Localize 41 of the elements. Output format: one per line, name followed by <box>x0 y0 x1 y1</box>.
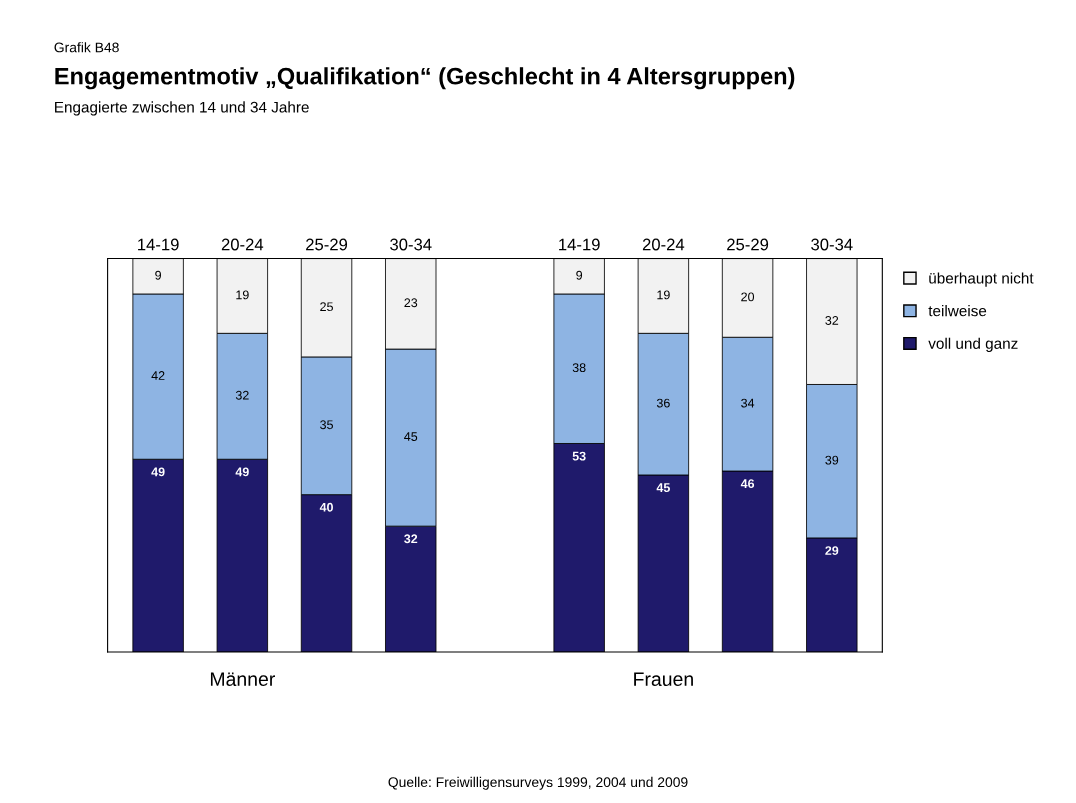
data-label: 23 <box>404 298 418 308</box>
x-tick-label: 25-29 <box>727 238 769 251</box>
data-label: 32 <box>235 390 249 400</box>
chart-title: Engagementmotiv „Qualifikation“ (Geschlecht in 4 Altersgruppen) <box>55 67 795 90</box>
data-label: 34 <box>741 398 755 408</box>
chart-subtitle: Engagierte zwischen 14 und 34 Jahre <box>55 101 309 116</box>
data-label: 32 <box>404 534 418 544</box>
data-label: 53 <box>572 451 586 461</box>
data-label: 29 <box>825 546 839 555</box>
data-label: 46 <box>740 479 755 489</box>
data-label: 49 <box>235 467 249 477</box>
x-tick-label: 14-19 <box>559 238 600 251</box>
data-label: 19 <box>657 290 670 300</box>
legend-label: überhaupt nicht <box>929 272 1034 287</box>
legend-label: teilweise <box>928 305 987 317</box>
data-label: 19 <box>236 290 249 300</box>
data-label: 9 <box>155 270 162 280</box>
source-note: Quelle: Freiwilligensurveys 1999, 2004 und 2009 <box>388 776 688 790</box>
text: Männer <box>210 672 275 686</box>
data-label: 40 <box>319 502 333 512</box>
x-tick-label: 25-29 <box>306 238 348 251</box>
legend-label: voll und ganz <box>928 337 1018 352</box>
data-label: 45 <box>656 483 670 493</box>
text: Frauen <box>634 672 693 686</box>
data-label: 20 <box>741 292 755 302</box>
data-label: 45 <box>404 432 418 441</box>
x-tick-label: 14-19 <box>138 238 179 251</box>
data-label: 35 <box>320 420 333 430</box>
data-label: 38 <box>572 363 586 373</box>
data-label: 9 <box>576 270 583 280</box>
x-tick-label: 20-24 <box>642 238 685 251</box>
data-label: 32 <box>825 316 839 325</box>
data-label: 36 <box>656 398 670 408</box>
text: Grafik B48 <box>54 42 119 53</box>
data-label: 39 <box>825 455 839 465</box>
data-label: 42 <box>151 371 165 380</box>
data-label: 49 <box>151 467 165 477</box>
x-tick-label: 30-34 <box>390 238 432 251</box>
x-tick-label: 20-24 <box>221 238 264 251</box>
data-label: 25 <box>320 302 333 312</box>
x-tick-label: 30-34 <box>811 238 853 251</box>
